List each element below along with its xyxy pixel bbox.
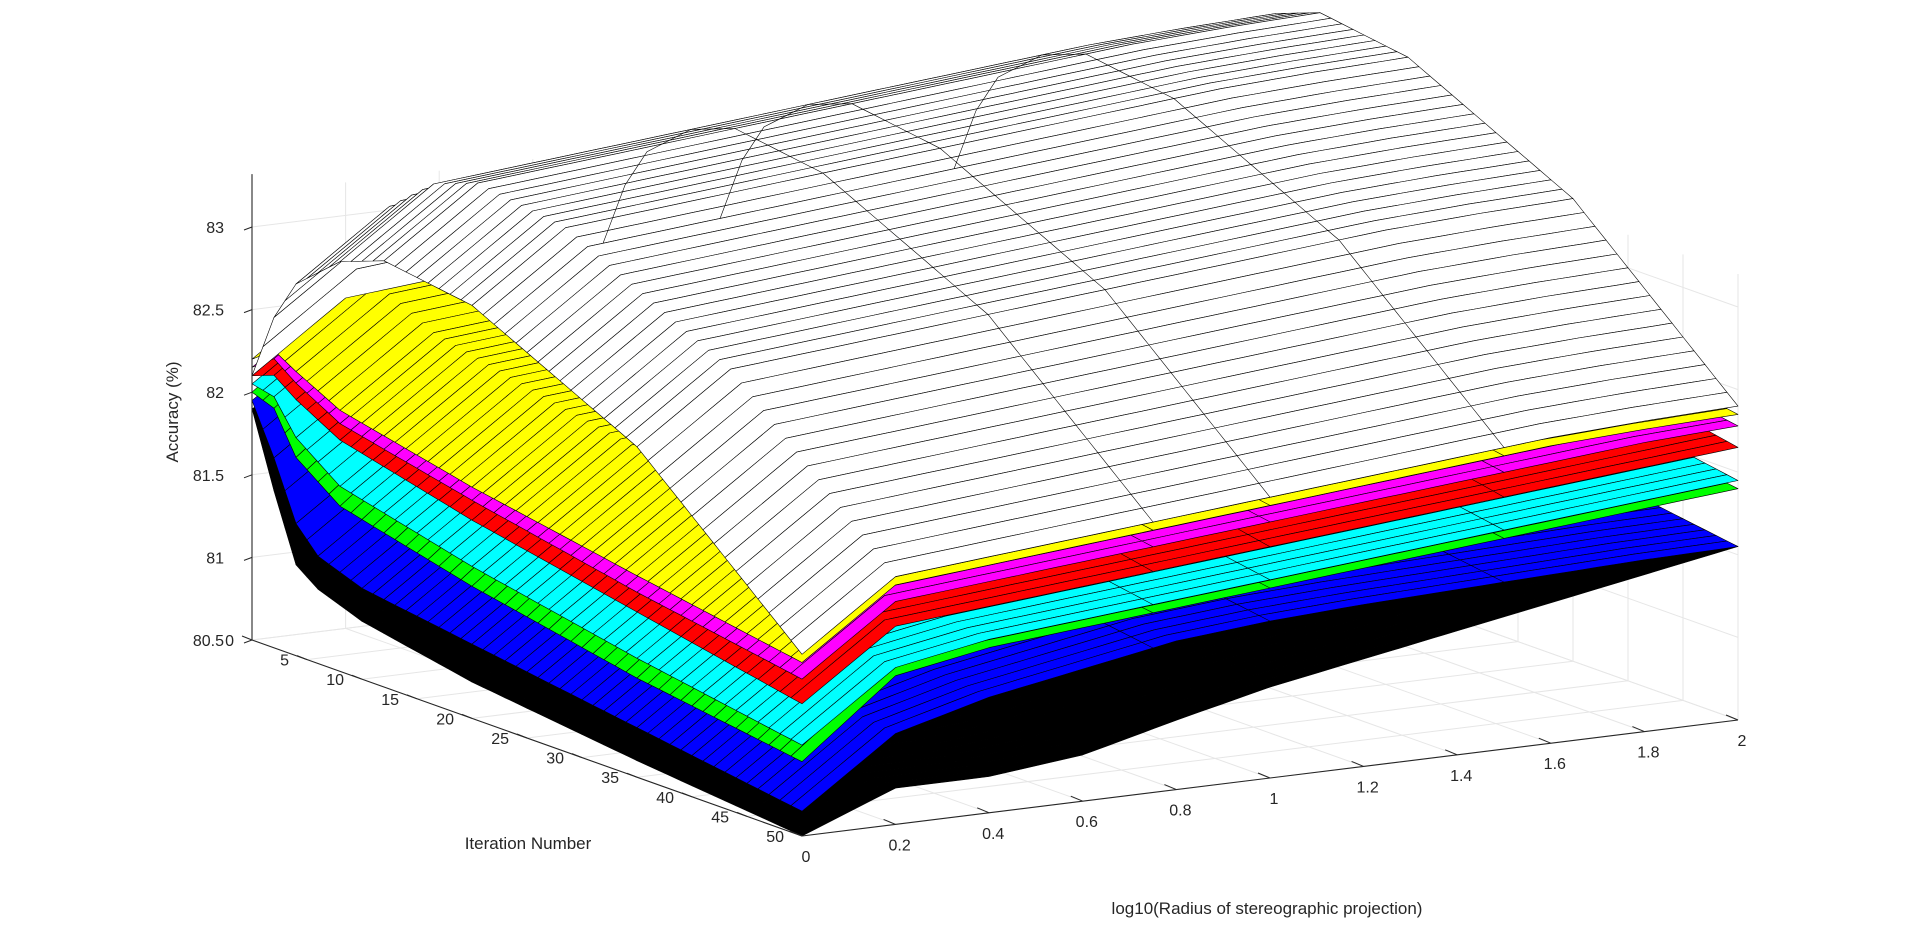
z-tick-mark xyxy=(243,226,253,231)
x-tick-label: 1 xyxy=(1270,791,1279,808)
x-tick-mark xyxy=(1445,749,1458,756)
x-tick-mark xyxy=(1164,784,1177,791)
x-tick-label: 0.8 xyxy=(1169,803,1191,820)
x-tick-label: 1.2 xyxy=(1356,779,1378,796)
surface-quad xyxy=(790,482,1739,763)
y-axis-label: Iteration Number xyxy=(465,834,592,853)
y-tick-label: 35 xyxy=(601,770,619,787)
y-tick-label: 25 xyxy=(491,731,509,748)
y-tick-mark xyxy=(516,733,528,739)
y-tick-label: 20 xyxy=(436,711,454,728)
x-tick-label: 1.8 xyxy=(1637,745,1659,762)
x-tick-mark xyxy=(789,830,803,837)
mesh-line xyxy=(953,53,1505,448)
y-tick-mark xyxy=(461,713,473,719)
z-tick-mark xyxy=(243,309,253,314)
surface-quad xyxy=(790,419,1739,680)
surface-quad xyxy=(790,440,1739,705)
x-tick-label: 0 xyxy=(802,849,811,866)
y-tick-mark xyxy=(681,792,693,798)
surface-layers xyxy=(251,12,1739,837)
z-tick-mark xyxy=(243,556,253,561)
z-tick-mark xyxy=(243,639,253,644)
x-tick-label: 2 xyxy=(1738,733,1747,750)
y-tick-label: 10 xyxy=(326,672,344,689)
y-tick-mark xyxy=(406,694,418,700)
grid-line xyxy=(746,699,1684,817)
z-tick-mark xyxy=(243,391,253,396)
y-tick-label: 50 xyxy=(766,829,784,846)
mesh-line xyxy=(602,128,1154,523)
z-tick-label: 81.5 xyxy=(193,468,224,485)
y-tick-label: 40 xyxy=(656,790,674,807)
y-tick-label: 15 xyxy=(381,692,399,709)
z-tick-label: 82.5 xyxy=(193,303,224,320)
x-tick-label: 1.4 xyxy=(1450,768,1472,785)
y-tick-mark xyxy=(351,674,363,680)
y-tick-label: 0 xyxy=(225,633,234,650)
z-tick-label: 83 xyxy=(206,220,224,237)
surface-quad xyxy=(790,391,1739,655)
tick-labels: 80.5 81 81.5 82 82.5 83 0 5 10 15 20 25 30 35 40 45 50 0 0… xyxy=(193,220,1747,866)
y-tick-mark xyxy=(296,655,308,661)
x-tick-mark xyxy=(1351,760,1364,767)
y-tick-label: 5 xyxy=(280,653,289,670)
x-tick-label: 0.2 xyxy=(888,837,910,854)
y-tick-label: 45 xyxy=(711,809,729,826)
mesh-line xyxy=(719,103,1271,498)
x-tick-mark xyxy=(1538,737,1551,744)
y-tick-mark xyxy=(626,772,638,778)
y-tick-mark xyxy=(241,635,253,641)
x-tick-mark xyxy=(1070,795,1083,802)
x-tick-mark xyxy=(977,807,990,814)
x-tick-label: 1.6 xyxy=(1544,756,1566,773)
x-tick-mark xyxy=(883,818,896,825)
y-tick-mark xyxy=(736,811,748,817)
x-tick-mark xyxy=(1632,726,1645,733)
surface-quad xyxy=(790,474,1739,746)
z-axis-label: Accuracy (%) xyxy=(163,361,182,462)
z-tick-mark xyxy=(243,474,253,479)
z-tick-label: 82 xyxy=(206,385,224,402)
y-tick-label: 30 xyxy=(546,751,564,768)
z-tick-label: 81 xyxy=(206,550,224,567)
x-tick-mark xyxy=(1257,772,1271,779)
z-tick-label: 80.5 xyxy=(193,633,224,650)
x-axis-label: log10(Radius of stereographic projection… xyxy=(1112,899,1423,918)
x-tick-mark xyxy=(1725,714,1739,721)
x-tick-label: 0.4 xyxy=(982,826,1004,843)
x-tick-label: 0.6 xyxy=(1076,814,1098,831)
surface-quad xyxy=(790,540,1739,812)
y-tick-mark xyxy=(571,753,583,759)
surface-layer-7 xyxy=(251,12,1739,655)
